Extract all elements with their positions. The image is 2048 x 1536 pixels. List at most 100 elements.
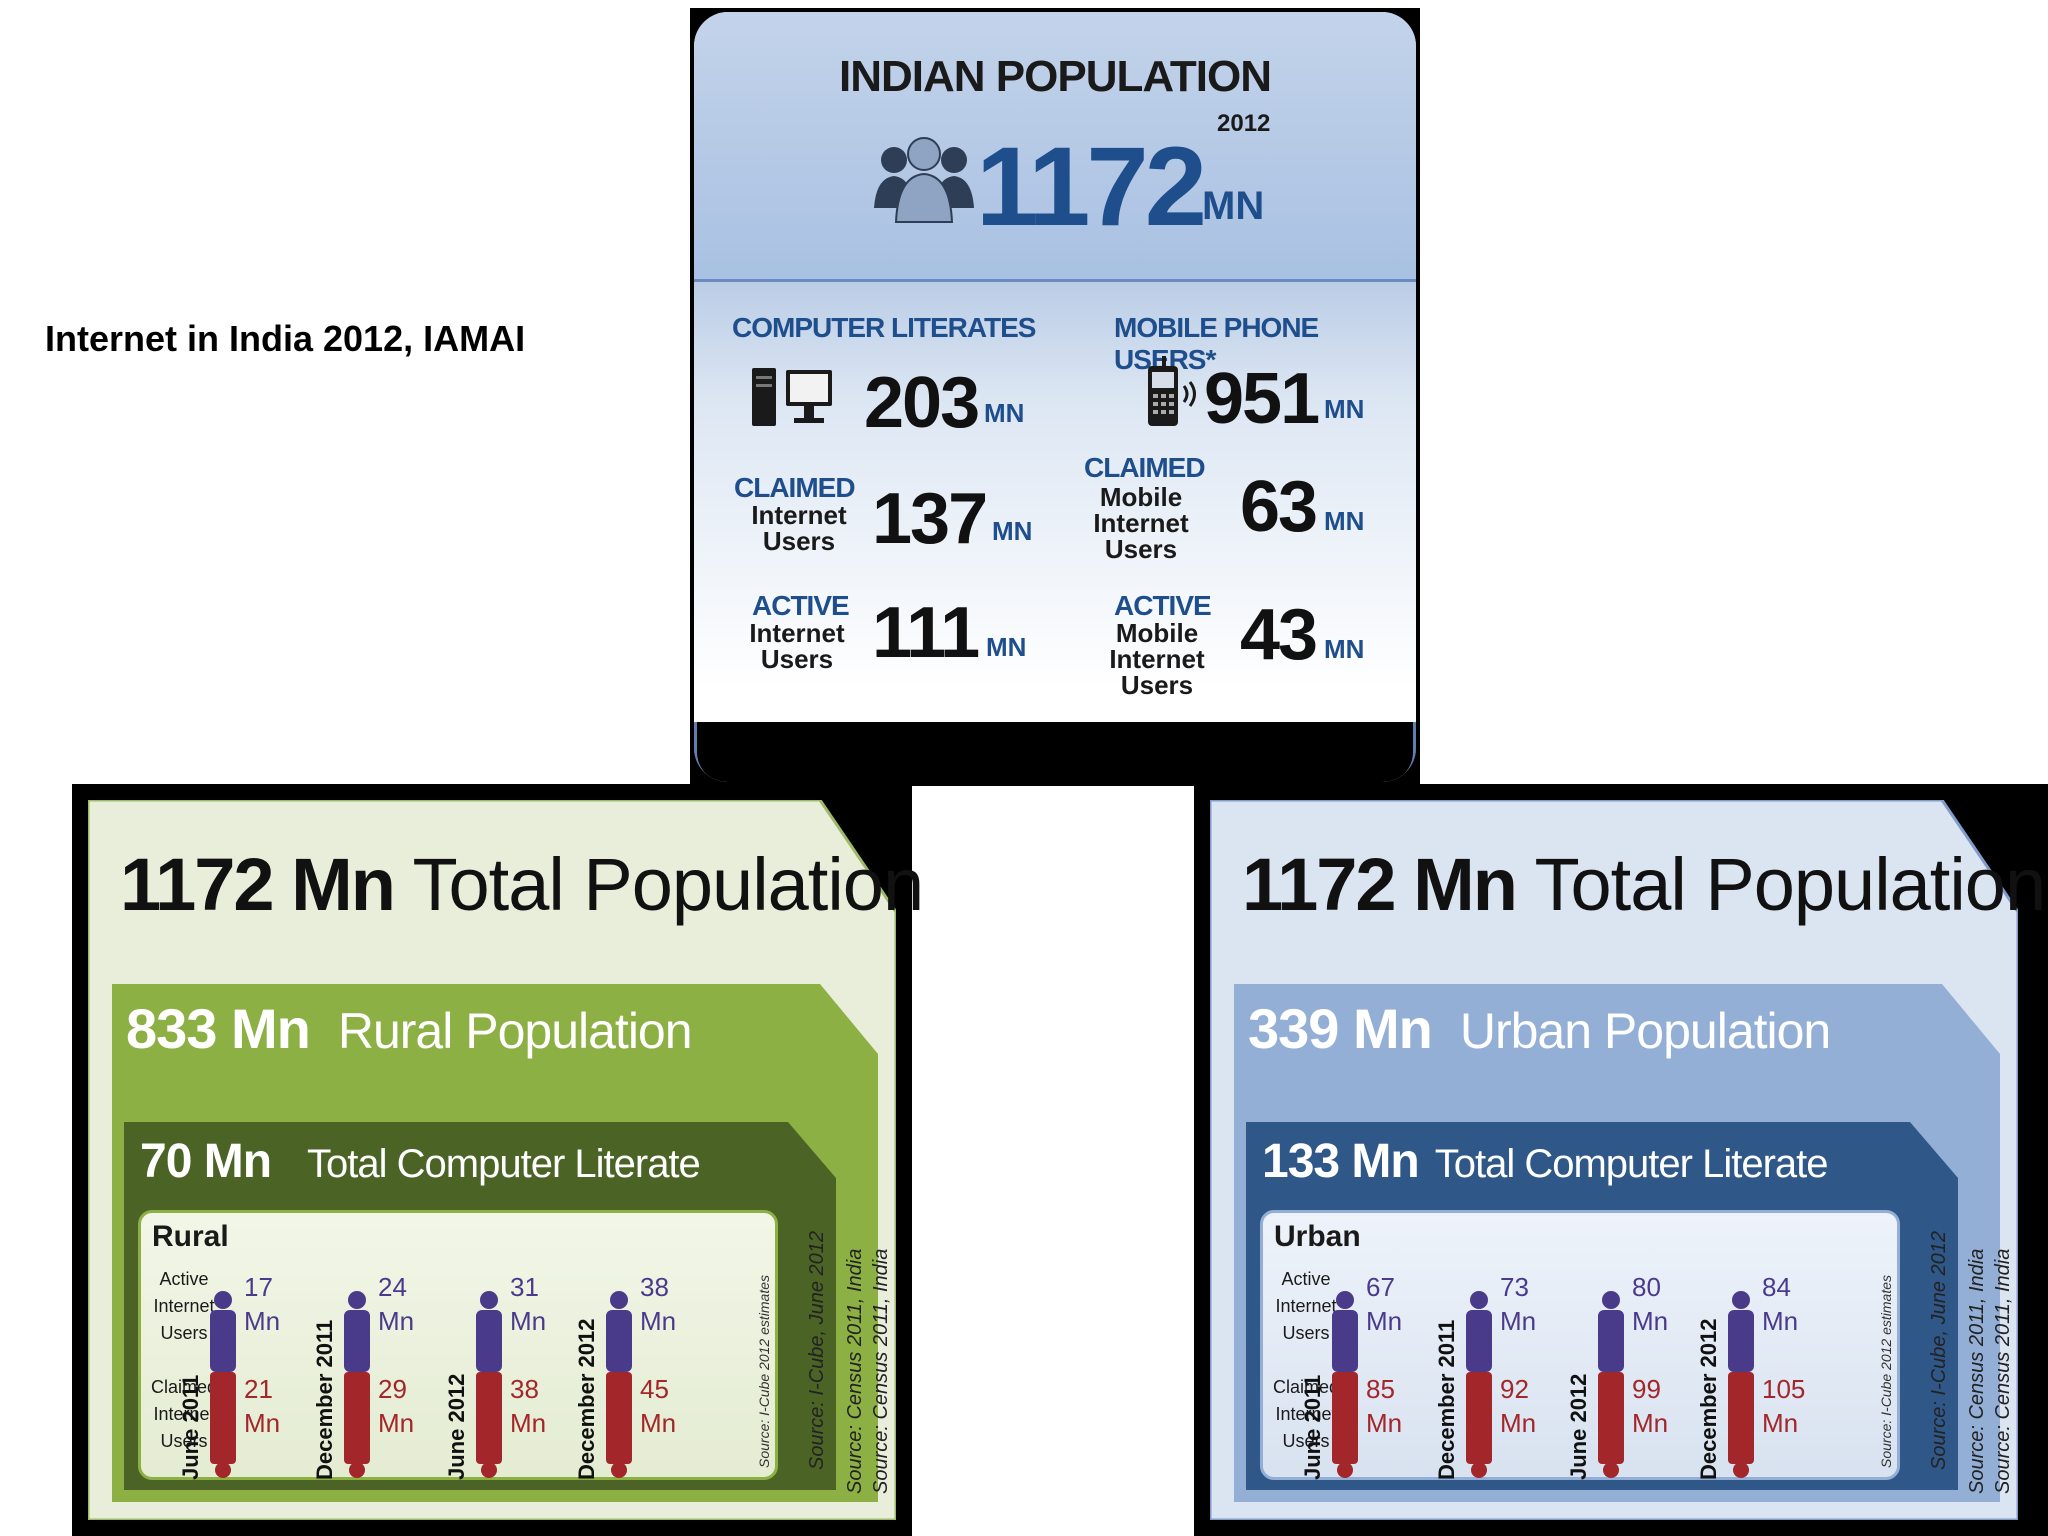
claimed-mobile-internet-value: 63 [1240, 467, 1318, 547]
rural-claimed-unit-0: Mn [244, 1408, 281, 1438]
indian-population-panel: INDIAN POPULATION 2012 1172 MN COMPUTER … [690, 8, 1420, 786]
urban-active-unit-2: Mn [1632, 1306, 1669, 1336]
active-internet-value: 111 [872, 593, 980, 673]
rural-claimed-number-0: 21 [244, 1374, 273, 1404]
population-header: INDIAN POPULATION 2012 1172 MN [694, 12, 1416, 282]
urban-active-number-1: 73 [1500, 1272, 1529, 1302]
rural-active-unit-2: Mn [510, 1306, 547, 1336]
caption-title: Internet in India 2012, IAMAI [45, 318, 526, 359]
rural-claimed-value-0: 21 Mn [244, 1372, 280, 1440]
rural-panel-frame: 1172 Mn Total Population 833 Mn Rural Pop… [72, 784, 924, 1536]
rural-period-0: June 2011 [178, 1374, 203, 1480]
urban-claimed-label-l1: Claimed [1272, 1377, 1340, 1397]
urban-active-value-0: 67 Mn [1366, 1270, 1402, 1338]
rural-active-number-1: 24 [378, 1272, 407, 1302]
rural-population: 833 Mn Rural Population [126, 996, 693, 1061]
urban-active-label: Active Internet Users [1264, 1266, 1348, 1347]
claimed-internet-line2: Users [762, 526, 836, 556]
urban-person-icon-2 [1598, 1291, 1624, 1478]
urban-active-unit-3: Mn [1762, 1306, 1799, 1336]
rural-claimed-number-1: 29 [378, 1374, 407, 1404]
rural-claimed-label: Claimed Internet Users [142, 1374, 226, 1455]
urban-literate-value: 133 Mn [1262, 1135, 1420, 1188]
rural-person-icon-2 [476, 1291, 502, 1478]
rural-literate-value: 70 Mn [140, 1135, 272, 1188]
population-title: INDIAN POPULATION [839, 52, 1272, 101]
mobile-phone-users-label: MOBILE PHONE USERS* [1114, 312, 1319, 375]
urban-person-icon-0 [1332, 1291, 1358, 1478]
urban-segment-box [1260, 1210, 1900, 1480]
rural-claimed-value-1: 29 Mn [378, 1372, 414, 1440]
active-mobile-internet-label: ACTIVE [1114, 590, 1212, 621]
urban-source-census-2: Source: Census 2011, India [1992, 1248, 2014, 1494]
active-internet-line2: Users [760, 644, 834, 674]
rural-active-number-2: 31 [510, 1272, 539, 1302]
rural-source-estimates: Source: I-Cube 2012 estimates [756, 1275, 772, 1468]
urban-period-0: June 2011 [1300, 1374, 1325, 1480]
rural-source-census-2: Source: Census 2011, India [870, 1248, 892, 1494]
rural-literate-label: Total Computer Literate [307, 1142, 701, 1186]
claimed-mobile-internet-line3: Users [1104, 534, 1178, 564]
mobile-phone-users-unit: MN [1324, 394, 1365, 424]
urban-population-label: Urban Population [1459, 1003, 1831, 1059]
rural-active-label: Active Internet Users [142, 1266, 226, 1347]
rural-claimed-unit-2: Mn [510, 1408, 547, 1438]
rural-person-icon-3 [606, 1291, 632, 1478]
urban-claimed-unit-1: Mn [1500, 1408, 1537, 1438]
rural-person-icon-1 [344, 1291, 370, 1478]
rural-active-value-2: 31 Mn [510, 1270, 546, 1338]
rural-population-label: Rural Population [337, 1003, 693, 1059]
urban-panel: 1172 Mn Total Population 339 Mn Urban Pop… [1210, 800, 2046, 1520]
rural-claimed-unit-1: Mn [378, 1408, 415, 1438]
computer-icon [752, 368, 832, 426]
urban-claimed-label-l2: Internet [1275, 1404, 1337, 1424]
population-unit: MN [1202, 184, 1265, 228]
urban-population: 339 Mn Urban Population [1248, 996, 1831, 1061]
urban-claimed-unit-2: Mn [1632, 1408, 1669, 1438]
rural-active-unit-0: Mn [244, 1306, 281, 1336]
urban-period-2: June 2012 [1566, 1373, 1591, 1480]
indian-population-card: INDIAN POPULATION 2012 1172 MN COMPUTER … [694, 12, 1416, 782]
rural-active-label-l3: Users [160, 1323, 208, 1343]
rural-segment-title: Rural [152, 1220, 229, 1253]
urban-active-value-2: 80 Mn [1632, 1270, 1668, 1338]
rural-claimed-label-l3: Users [160, 1431, 208, 1451]
people-icon [874, 137, 974, 223]
active-mobile-internet-line3: Users [1120, 670, 1194, 700]
rural-active-label-l1: Active [159, 1269, 209, 1289]
urban-claimed-value-3: 105 Mn [1762, 1372, 1805, 1440]
urban-active-label-l1: Active [1281, 1269, 1331, 1289]
urban-claimed-number-1: 92 [1500, 1374, 1529, 1404]
rural-claimed-value-3: 45 Mn [640, 1372, 676, 1440]
rural-total-value: 1172 Mn [120, 843, 396, 926]
urban-claimed-value-0: 85 Mn [1366, 1372, 1402, 1440]
active-mobile-internet-value: 43 [1240, 595, 1318, 675]
rural-active-unit-3: Mn [640, 1306, 677, 1336]
claimed-internet-value: 137 [872, 479, 988, 559]
urban-claimed-unit-0: Mn [1366, 1408, 1403, 1438]
rural-total-population: 1172 Mn Total Population [120, 842, 924, 927]
claimed-mobile-internet-unit: MN [1324, 506, 1365, 536]
urban-person-icon-1 [1466, 1291, 1492, 1478]
rural-person-icon-0 [210, 1291, 236, 1478]
claimed-internet-label: CLAIMED [734, 472, 856, 503]
computer-literates-value: 203 [864, 363, 980, 443]
urban-source-census-1: Source: Census 2011, India [1966, 1248, 1988, 1494]
rural-claimed-value-2: 38 Mn [510, 1372, 546, 1440]
rural-segment-box [138, 1210, 778, 1480]
rural-active-label-l2: Internet [153, 1296, 215, 1316]
urban-claimed-number-0: 85 [1366, 1374, 1395, 1404]
rural-period-3: December 2012 [574, 1318, 599, 1480]
claimed-internet-line1: Internet [751, 500, 847, 530]
urban-claimed-label: Claimed Internet Users [1264, 1374, 1348, 1455]
claimed-mobile-internet-line2: Internet [1093, 508, 1189, 538]
urban-active-value-3: 84 Mn [1762, 1270, 1798, 1338]
claimed-mobile-internet-label: CLAIMED [1084, 452, 1206, 483]
rural-claimed-label-l2: Internet [153, 1404, 215, 1424]
urban-total-population: 1172 Mn Total Population [1242, 842, 2046, 927]
mobile-phone-users-value: 951 [1204, 359, 1320, 439]
rural-active-value-3: 38 Mn [640, 1270, 676, 1338]
rural-period-2: June 2012 [444, 1373, 469, 1480]
rural-active-value-0: 17 Mn [244, 1270, 280, 1338]
urban-active-label-l3: Users [1282, 1323, 1330, 1343]
